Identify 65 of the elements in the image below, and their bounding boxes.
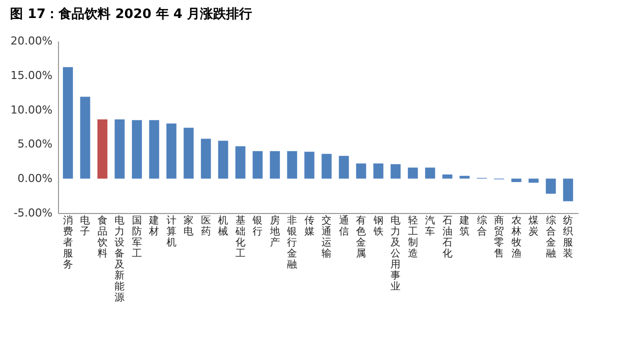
x-tick-label: 煤炭 — [528, 214, 539, 238]
chart-title: 图 17：食品饮料 2020 年 4 月涨跌排行 — [10, 7, 252, 22]
x-tick-label: 银行 — [252, 216, 263, 238]
y-tick-label: 15.00% — [10, 68, 52, 82]
x-tick-label: 消费者服务 — [62, 214, 73, 270]
bar — [373, 163, 384, 179]
bar — [218, 140, 228, 179]
bar — [442, 174, 452, 179]
x-tick-label: 石油石化 — [442, 216, 452, 260]
x-tick-label: 家电 — [184, 214, 194, 238]
x-tick-label: 有色金属 — [356, 214, 366, 260]
bar — [460, 176, 470, 179]
bar — [287, 151, 298, 179]
x-tick-label: 钢铁 — [372, 216, 384, 238]
x-tick-label: 建筑 — [458, 214, 470, 238]
bar — [322, 154, 332, 179]
x-tick-label: 食品饮料 — [96, 214, 108, 260]
bar — [132, 120, 142, 179]
bar — [425, 168, 436, 179]
bar — [511, 178, 522, 182]
x-tick-label: 非银行金融 — [286, 214, 298, 270]
x-tick-label: 汽车 — [425, 214, 436, 238]
bar — [528, 178, 539, 183]
bar — [546, 178, 556, 194]
x-tick-label: 通信 — [338, 214, 349, 238]
x-tick-label: 综合金融 — [546, 214, 556, 260]
x-tick-label: 建材 — [148, 214, 160, 238]
bar — [80, 96, 90, 179]
x-tick-label: 国防军工 — [132, 216, 142, 260]
bar — [166, 124, 176, 179]
y-tick-label: 20.00% — [10, 34, 52, 48]
bar — [304, 152, 314, 179]
y-tick-label: 5.00% — [18, 138, 52, 151]
x-tick-label: 轻工制造 — [408, 214, 418, 260]
x-tick-label: 商贸零售 — [494, 214, 504, 260]
bar — [235, 146, 246, 179]
bar — [62, 67, 73, 179]
bar — [149, 120, 160, 179]
x-tick-label: 电力及公用事业 — [390, 214, 401, 292]
bar — [356, 163, 366, 179]
y-tick-label: -5.00% — [14, 206, 52, 220]
x-tick-label: 房地产 — [268, 214, 280, 248]
bar — [408, 168, 418, 179]
bar — [184, 128, 194, 179]
bar — [563, 178, 574, 202]
y-tick-label: 0.00% — [18, 172, 52, 186]
bar — [114, 119, 125, 179]
x-tick-label: 交通运输 — [322, 214, 332, 260]
bar — [390, 164, 401, 179]
x-tick-label: 综合 — [476, 214, 487, 238]
x-tick-label: 医药 — [200, 216, 211, 238]
x-tick-label: 农林牧渔 — [510, 216, 522, 260]
x-tick-label: 传媒 — [304, 216, 314, 238]
x-tick-label: 机械 — [218, 214, 228, 238]
x-tick-label: 电力设备及新能源 — [114, 214, 125, 304]
bar — [270, 151, 280, 179]
x-tick-label: 计算机 — [166, 214, 176, 248]
x-tick-label: 电子 — [80, 214, 90, 238]
bar — [338, 156, 349, 179]
bar — [97, 119, 108, 179]
y-tick-label: 10.00% — [10, 103, 52, 116]
x-tick-label: 纺织服装 — [563, 214, 574, 260]
bar — [252, 151, 263, 179]
x-tick-label: 基础化工 — [234, 214, 246, 260]
bar — [200, 138, 211, 179]
